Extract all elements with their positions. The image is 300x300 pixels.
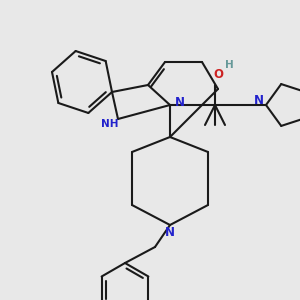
Text: N: N: [165, 226, 175, 238]
Text: NH: NH: [101, 119, 119, 129]
Text: N: N: [175, 95, 185, 109]
Text: N: N: [254, 94, 264, 107]
Text: H: H: [225, 60, 233, 70]
Text: O: O: [213, 68, 223, 80]
